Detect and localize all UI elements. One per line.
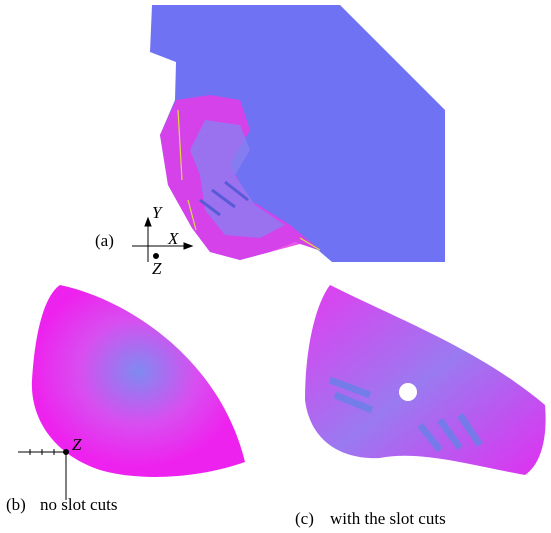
figure: (a) Y X Z Z (b) no slot cuts (c) with th…: [0, 0, 551, 533]
axis-label: Z: [152, 259, 162, 278]
panel-label: (b): [6, 495, 26, 514]
panel-label: (c): [295, 509, 314, 528]
mesh-c: [305, 285, 546, 475]
caption: with the slot cuts: [330, 509, 446, 528]
axes-a: [132, 218, 192, 262]
axis-label: Z: [72, 435, 82, 454]
axis-label: X: [167, 229, 179, 248]
caption: no slot cuts: [40, 495, 117, 514]
panel-label: (a): [95, 231, 114, 250]
axis-label: Y: [152, 203, 163, 222]
mesh-b: [32, 285, 245, 477]
mesh-a: [150, 5, 445, 262]
axes-b: [18, 449, 69, 500]
